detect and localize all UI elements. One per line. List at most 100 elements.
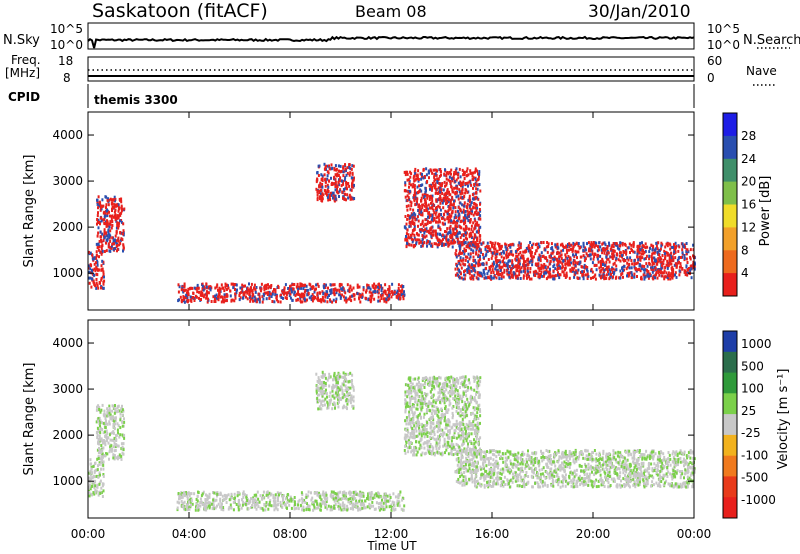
echo-cell: [365, 290, 367, 294]
echo-cell: [343, 197, 346, 201]
echo-cell: [351, 176, 354, 180]
echo-cell: [216, 492, 219, 496]
echo-cell: [468, 204, 471, 208]
echo-cell: [406, 241, 408, 245]
echo-cell: [456, 267, 459, 271]
echo-cell: [436, 177, 439, 181]
echo-cell: [470, 241, 473, 244]
echo-cell: [613, 261, 616, 265]
echo-cell: [466, 268, 469, 271]
echo-cell: [509, 243, 512, 247]
echo-cell: [531, 244, 533, 248]
echo-cell: [326, 188, 329, 192]
echo-cell: [471, 243, 474, 247]
echo-cell: [289, 296, 292, 300]
echo-cell: [331, 389, 334, 393]
echo-cell: [560, 249, 563, 253]
echo-cell: [253, 283, 256, 287]
echo-cell: [255, 503, 258, 507]
echo-cell: [89, 487, 92, 491]
echo-cell: [466, 237, 468, 241]
echo-cell: [390, 295, 393, 299]
echo-cell: [644, 242, 647, 246]
echo-cell: [568, 276, 571, 280]
echo-cell: [503, 261, 506, 265]
echo-cell: [319, 502, 322, 506]
echo-cell: [580, 270, 582, 274]
echo-cell: [95, 278, 98, 281]
echo-cell: [412, 238, 415, 242]
echo-cell: [117, 224, 120, 228]
echo-cell: [656, 276, 659, 280]
echo-cell: [665, 251, 668, 255]
echo-cell: [474, 202, 477, 206]
echo-cell: [109, 448, 112, 452]
echo-cell: [692, 260, 695, 264]
echo-cell: [358, 296, 360, 300]
echo-cell: [577, 277, 580, 280]
echo-cell: [569, 257, 572, 261]
colorbar-segment: [723, 158, 737, 183]
echo-cell: [344, 389, 347, 392]
echo-cell: [573, 266, 576, 270]
echo-cell: [280, 296, 283, 299]
echo-cell: [560, 253, 563, 257]
echo-cell: [418, 205, 421, 208]
echo-cell: [117, 444, 120, 448]
echo-cell: [320, 392, 323, 396]
echo-cell: [511, 242, 514, 246]
echo-cell: [473, 267, 476, 271]
echo-cell: [333, 166, 336, 170]
echo-cell: [466, 255, 469, 259]
echo-cell: [463, 210, 465, 214]
echo-cell: [474, 222, 477, 226]
echo-cell: [308, 504, 311, 508]
echo-cell: [565, 248, 568, 252]
echo-cell: [651, 259, 654, 263]
echo-cell: [519, 277, 522, 280]
echo-cell: [482, 268, 485, 272]
echo-cell: [630, 276, 633, 280]
echo-cell: [633, 263, 636, 266]
echo-cell: [350, 197, 353, 201]
echo-cell: [117, 226, 120, 230]
echo-cell: [297, 507, 300, 511]
echo-cell: [338, 183, 341, 187]
echo-cell: [99, 479, 102, 483]
echo-cell: [582, 249, 585, 253]
echo-cell: [467, 184, 469, 188]
echo-cell: [522, 263, 525, 267]
echo-cell: [347, 196, 350, 200]
echo-cell: [454, 210, 457, 214]
echo-cell: [454, 186, 457, 190]
echo-cell: [225, 494, 228, 498]
echo-cell: [192, 296, 195, 299]
echo-cell: [259, 506, 262, 510]
echo-cell: [178, 285, 181, 289]
freq-right-tick-top: 60: [707, 54, 722, 68]
echo-cell: [626, 272, 629, 276]
echo-cell: [424, 222, 427, 226]
echo-cell: [329, 198, 332, 202]
echo-cell: [504, 242, 507, 246]
echo-cell: [210, 300, 213, 303]
echo-cell: [373, 507, 376, 511]
echo-cell: [338, 290, 341, 294]
echo-cell: [454, 168, 457, 172]
echo-cell: [570, 243, 573, 247]
echo-cell: [589, 249, 592, 253]
echo-cell: [342, 170, 345, 174]
echo-cell: [662, 271, 665, 275]
echo-cell: [183, 491, 186, 495]
echo-cell: [511, 275, 514, 279]
echo-cell: [307, 508, 310, 511]
echo-cell: [100, 467, 102, 471]
echo-cell: [546, 250, 549, 254]
echo-cell: [638, 267, 641, 271]
echo-cell: [344, 384, 347, 388]
echo-cell: [463, 216, 466, 220]
echo-cell: [671, 276, 674, 280]
echo-cell: [339, 490, 342, 494]
echo-cell: [265, 284, 268, 288]
echo-cell: [106, 452, 109, 456]
